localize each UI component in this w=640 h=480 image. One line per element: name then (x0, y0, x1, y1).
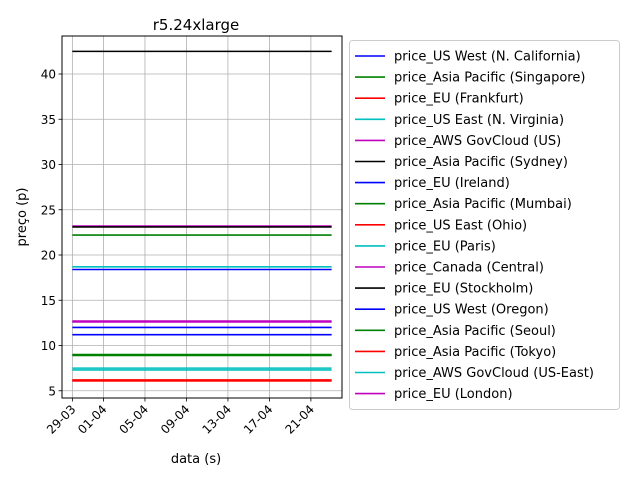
legend-label: price_Asia Pacific (Singapore) (394, 71, 585, 86)
legend-label: price_EU (Stockholm) (394, 282, 533, 297)
legend-label: price_Asia Pacific (Mumbai) (394, 197, 572, 212)
legend-label: price_US West (Oregon) (394, 303, 549, 318)
grid-lines (62, 36, 342, 398)
legend-label: price_Asia Pacific (Seoul) (394, 324, 556, 339)
legend-label: price_EU (Paris) (394, 239, 496, 254)
y-tick-label: 30 (41, 158, 56, 172)
y-tick-label: 35 (41, 113, 56, 127)
legend-label: price_EU (Ireland) (394, 176, 510, 191)
legend-label: price_US West (N. California) (394, 50, 581, 65)
legend-label: price_AWS GovCloud (US) (394, 134, 561, 149)
legend-label: price_Canada (Central) (394, 261, 544, 276)
legend-label: price_AWS GovCloud (US-East) (394, 366, 594, 381)
chart-title: r5.24xlarge (153, 16, 239, 34)
legend-frame (349, 40, 620, 410)
y-tick-label: 15 (41, 294, 56, 308)
y-tick-label: 5 (48, 384, 56, 398)
y-tick-label: 40 (41, 68, 56, 82)
legend-label: price_Asia Pacific (Sydney) (394, 155, 568, 170)
legend-label: price_EU (Frankfurt) (394, 92, 524, 107)
plot-frame (61, 35, 343, 399)
y-tick-label: 20 (41, 249, 56, 263)
legend: price_US West (N. California) price_Asia … (349, 40, 620, 410)
legend-label: price_Asia Pacific (Tokyo) (394, 345, 556, 360)
y-tick-label: 25 (41, 203, 56, 217)
y-tick-label: 10 (41, 339, 56, 353)
legend-label: price_US East (Ohio) (394, 218, 527, 233)
y-axis-ticks: 5 10 15 20 25 30 35 40 (41, 68, 62, 398)
series-lines (72, 50, 332, 382)
x-axis-label: data (s) (171, 452, 221, 467)
legend-label: price_US East (N. Virginia) (394, 113, 564, 128)
legend-label: price_EU (London) (394, 387, 513, 402)
y-axis-label: preço (p) (15, 188, 30, 247)
